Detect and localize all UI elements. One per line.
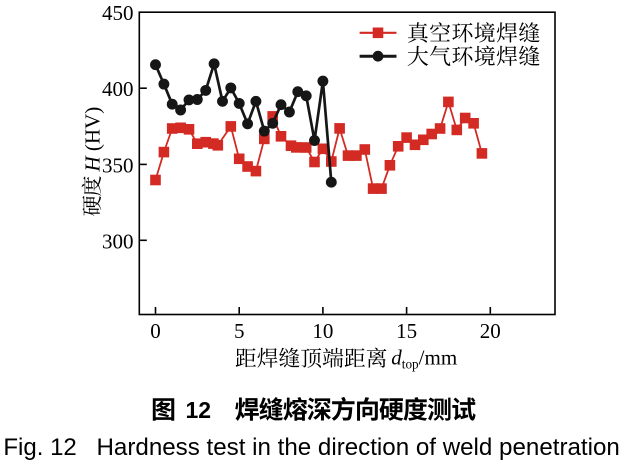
svg-text:450: 450	[102, 1, 134, 25]
svg-text:15: 15	[396, 319, 417, 343]
svg-text:5: 5	[234, 319, 245, 343]
svg-text:300: 300	[102, 229, 134, 253]
svg-text:Fig. 12: Fig. 12	[3, 434, 76, 461]
svg-text:0: 0	[150, 319, 161, 343]
svg-text:400: 400	[102, 77, 134, 101]
svg-text:Hardness test in the direction: Hardness test in the direction of weld p…	[97, 434, 620, 461]
svg-text:12: 12	[186, 397, 212, 423]
svg-text:dtop/mm: dtop/mm	[391, 346, 457, 372]
svg-text:20: 20	[480, 319, 501, 343]
svg-text:350: 350	[102, 153, 134, 177]
svg-text:10: 10	[312, 319, 333, 343]
svg-text:H (HV): H (HV)	[81, 107, 105, 173]
